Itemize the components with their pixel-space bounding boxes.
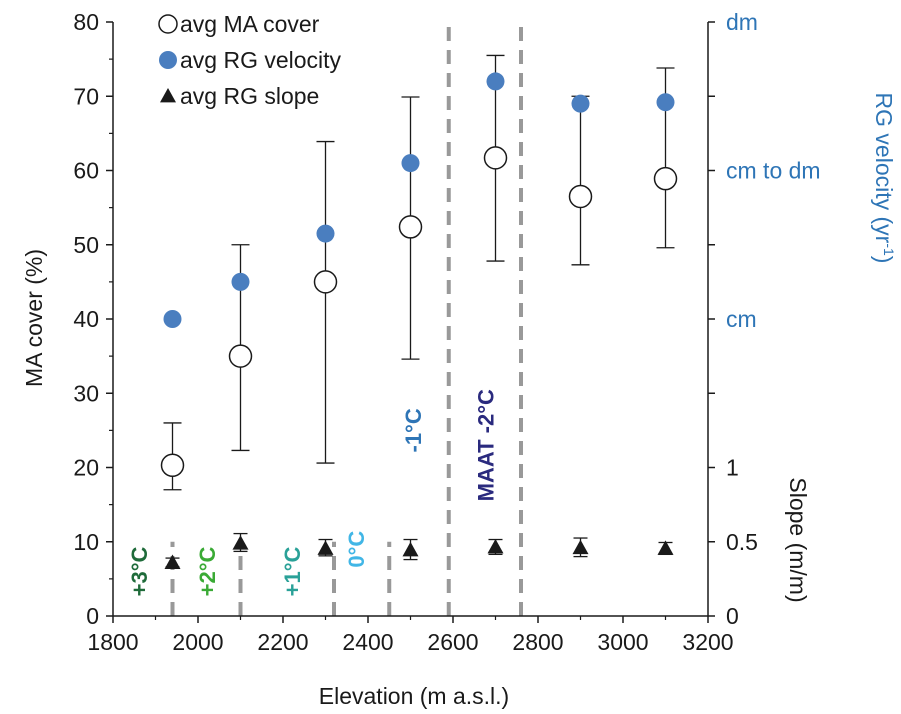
ma-cover-point	[398, 215, 423, 239]
legend-slope-label: avg RG slope	[180, 83, 319, 109]
ma-cover-point	[653, 166, 678, 191]
slope-point	[317, 540, 334, 555]
legend-ma-label: avg MA cover	[180, 11, 320, 37]
x-tick-label: 2600	[427, 629, 478, 655]
isotherm-label: MAAT -2°C	[473, 389, 498, 501]
isotherm-labels: +3°C +2°C +1°C 0°C -1°C MAAT -2°C	[127, 389, 498, 596]
velocity-point	[231, 272, 250, 291]
isotherm-label: 0°C	[344, 531, 369, 568]
isotherm-label: +1°C	[280, 546, 305, 596]
velocity-label-main: RG velocity (yr	[871, 93, 897, 244]
x-tick-label: 3200	[682, 629, 733, 655]
y-tick-label: 80	[73, 9, 99, 35]
velocity-tick-label: cm	[726, 306, 757, 332]
x-tick-label: 2200	[257, 629, 308, 655]
slope-point	[164, 554, 181, 569]
velocity-tick-label: cm to dm	[726, 158, 821, 184]
velocity-point	[316, 224, 335, 243]
slope-point	[572, 539, 589, 555]
x-tick-label: 2400	[342, 629, 393, 655]
axes: 1800 2000 2200 2400 2600 2800 3000 320001020304…	[73, 9, 820, 655]
legend-ma-marker	[158, 14, 178, 34]
legend: avg MA cover avg RG velocity avg RG slope	[158, 11, 342, 109]
legend-slope-marker	[160, 88, 176, 103]
x-tick-label: 3000	[597, 629, 648, 655]
x-tick-label: 2800	[512, 629, 563, 655]
velocity-tick-label: dm	[726, 9, 758, 35]
isotherm-label: -1°C	[401, 408, 426, 452]
ma-cover-point	[160, 453, 185, 478]
y-tick-label: 60	[73, 158, 99, 184]
legend-velocity-marker	[159, 51, 177, 69]
slope-point	[402, 541, 419, 557]
isotherm-label: +2°C	[195, 546, 220, 596]
slope-tick-label: 0.5	[726, 529, 758, 555]
velocity-point	[486, 72, 505, 91]
ma-cover-point	[313, 270, 338, 294]
data-points	[160, 72, 678, 569]
slope-tick-label: 1	[726, 455, 739, 481]
x-tick-label: 2000	[172, 629, 223, 655]
legend-velocity-label: avg RG velocity	[180, 47, 342, 73]
isotherm-label: +3°C	[127, 546, 152, 596]
y-tick-label: 30	[73, 380, 99, 406]
velocity-point	[401, 154, 420, 173]
y-tick-label: 40	[73, 306, 99, 332]
velocity-label-close: )	[871, 256, 897, 264]
isotherm-lines	[170, 22, 523, 616]
x-axis-label: Elevation (m a.s.l.)	[319, 683, 509, 709]
velocity-label-sup: -1	[881, 243, 897, 256]
right-axis-label-velocity: RG velocity (yr-1)	[871, 93, 897, 264]
ma-cover-point	[568, 184, 593, 209]
slope-point	[232, 535, 249, 550]
velocity-point	[656, 93, 675, 112]
y-tick-label: 70	[73, 83, 99, 109]
ma-cover-point	[483, 146, 508, 170]
x-tick-label: 1800	[87, 629, 138, 655]
y-tick-label: 50	[73, 232, 99, 258]
y-tick-label: 0	[86, 603, 99, 629]
right-axis-label-slope: Slope (m/m)	[785, 477, 811, 602]
y-tick-label: 20	[73, 455, 99, 481]
error-bars	[163, 54, 675, 568]
y-axis-label: MA cover (%)	[21, 249, 47, 387]
slope-point	[657, 540, 674, 555]
y-tick-label: 10	[73, 529, 99, 555]
ma-cover-point	[228, 344, 253, 368]
velocity-point	[571, 94, 590, 113]
velocity-point	[163, 310, 182, 328]
slope-tick-label: 0	[726, 603, 739, 629]
slope-point	[487, 538, 504, 554]
